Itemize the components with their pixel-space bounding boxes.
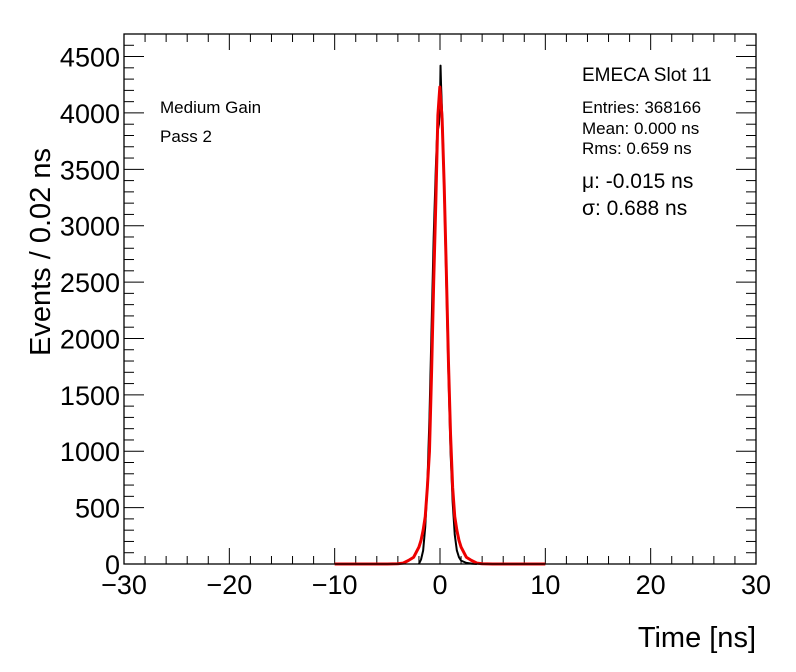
x-tick-label: 0 [432,570,447,600]
x-tick-label: 10 [530,570,560,600]
y-tick-label: 0 [105,550,120,580]
y-tick-label: 2000 [60,324,120,354]
fit-mu: μ: -0.015 ns [582,170,693,193]
plot-frame [123,33,757,565]
y-tick-label: 2500 [60,268,120,298]
x-tick-label: 30 [741,570,771,600]
y-axis-title: Events / 0.02 ns [25,148,57,356]
gaussian-fit-line [334,85,546,566]
x-axis-title: Time [ns] [638,622,756,654]
x-tick-label: −10 [312,570,358,600]
stats-title: EMECA Slot 11 [582,65,712,86]
x-tick-label: 20 [636,570,666,600]
y-tick-label: 3000 [60,212,120,242]
fit-sigma: σ: 0.688 ns [582,197,687,220]
x-tick-label: −30 [101,570,147,600]
stats-entries: Entries: 368166 [582,98,701,117]
stats-mean: Mean: 0.000 ns [582,119,699,138]
y-axis-tick-labels: 0 500 1000 1500 2000 2500 3000 3500 4000 4500 [60,43,120,580]
y-tick-label: 1500 [60,381,120,411]
series-layer [334,64,546,566]
pass-label: Pass 2 [160,127,212,146]
y-tick-label: 4000 [60,99,120,129]
y-tick-label: 4500 [60,43,120,73]
stats-rms: Rms: 0.659 ns [582,139,692,158]
y-tick-label: 500 [75,494,120,524]
x-axis-ticks [123,34,757,564]
gain-label: Medium Gain [160,98,261,117]
y-axis-ticks [124,33,756,565]
y-tick-label: 3500 [60,155,120,185]
y-tick-label: 1000 [60,437,120,467]
x-axis-tick-labels: −30 −20 −10 0 10 20 30 [101,570,771,600]
x-tick-label: −20 [206,570,252,600]
